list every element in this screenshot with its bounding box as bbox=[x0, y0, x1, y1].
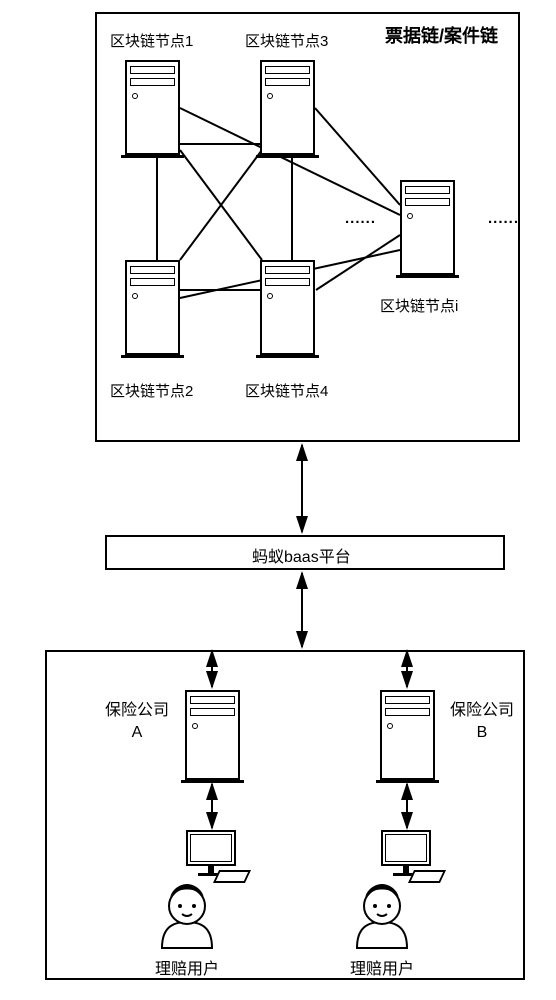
user-b-label: 理赔用户 bbox=[350, 955, 414, 979]
server-company-a bbox=[185, 690, 240, 790]
server-nodei bbox=[400, 180, 455, 285]
ellipsis-2: ...... bbox=[488, 210, 519, 227]
blockchain-cluster-title: 票据链/案件链 bbox=[385, 22, 498, 48]
server-nodei-label: 区块链节点i bbox=[380, 295, 458, 316]
company-b-label: 保险公司 B bbox=[450, 700, 514, 745]
ellipsis-1: ...... bbox=[345, 210, 376, 227]
server-node2 bbox=[125, 260, 180, 365]
server-node3-label: 区块链节点3 bbox=[245, 30, 328, 51]
server-node4 bbox=[260, 260, 315, 365]
user-b-icon bbox=[345, 880, 420, 950]
server-node2-label: 区块链节点2 bbox=[110, 380, 193, 401]
server-node4-label: 区块链节点4 bbox=[245, 380, 328, 401]
pc-a bbox=[180, 830, 250, 885]
pc-b bbox=[375, 830, 445, 885]
baas-platform-label: 蚂蚁baas平台 bbox=[252, 543, 351, 567]
server-node3 bbox=[260, 60, 315, 165]
user-a-label: 理赔用户 bbox=[155, 955, 219, 979]
server-company-b bbox=[380, 690, 435, 790]
user-a-icon bbox=[150, 880, 225, 950]
diagram-canvas: 票据链/案件链 bbox=[0, 0, 556, 1000]
server-node1-label: 区块链节点1 bbox=[110, 30, 193, 51]
server-node1 bbox=[125, 60, 180, 165]
company-a-label: 保险公司 A bbox=[105, 700, 169, 745]
